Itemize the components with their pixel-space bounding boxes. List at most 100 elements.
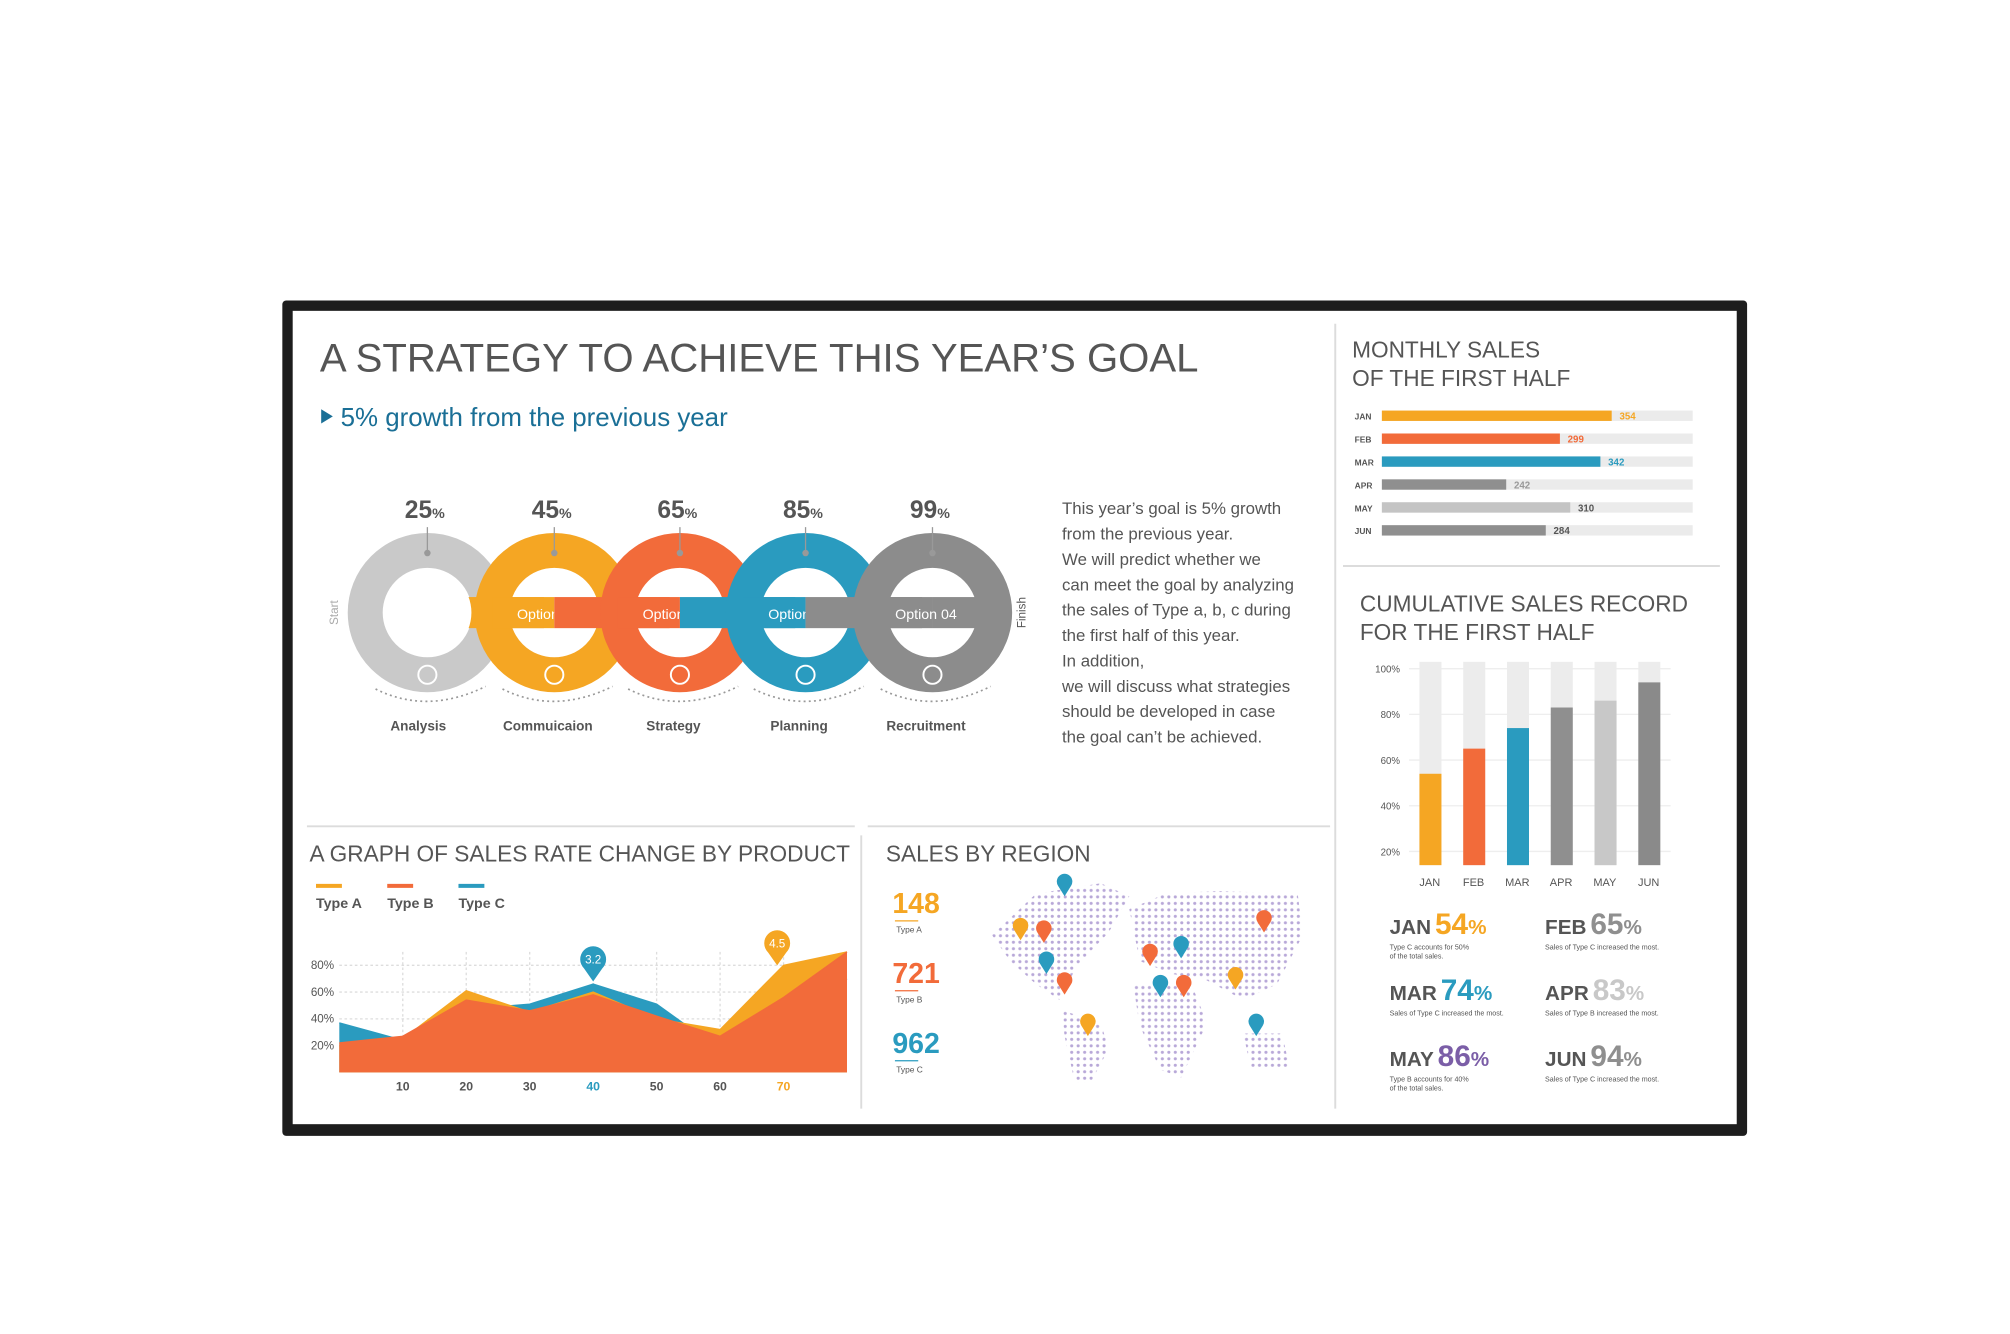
step-icon xyxy=(417,664,438,685)
x-tick-label: 70 xyxy=(777,1079,791,1093)
description-line: can meet the goal by analyzing xyxy=(1062,575,1294,594)
bar xyxy=(1550,707,1573,866)
percent-value: 65 xyxy=(657,497,684,524)
month: APR xyxy=(1545,982,1589,1005)
map-pin xyxy=(1173,935,1189,959)
description-line: from the previous year. xyxy=(1062,525,1233,544)
step-percent: 99% xyxy=(910,497,950,524)
description-line: we will discuss what strategies xyxy=(1061,677,1290,696)
region-value: 721 xyxy=(892,958,940,990)
percent-unit: % xyxy=(559,506,572,522)
percent-unit: % xyxy=(1624,1048,1642,1071)
month: JAN xyxy=(1390,916,1431,939)
description-line: This year’s goal is 5% growth xyxy=(1062,499,1281,518)
screen xyxy=(292,310,1737,1125)
month: MAY xyxy=(1390,1048,1434,1071)
region-value: 148 xyxy=(892,888,940,920)
percent-value: 94 xyxy=(1590,1040,1624,1073)
month: MAR xyxy=(1390,982,1437,1005)
percent-value: 83 xyxy=(1593,974,1626,1007)
value-label: 284 xyxy=(1554,526,1571,537)
month-note: Sales of Type C increased the most. xyxy=(1545,943,1659,951)
description-line: should be developed in case xyxy=(1062,702,1275,721)
dotted-arrow xyxy=(753,685,865,703)
percent-value: 99 xyxy=(910,497,937,524)
y-tick-label: 100% xyxy=(1375,665,1400,676)
stem-dot xyxy=(929,549,936,557)
month-summary: MAY 86% xyxy=(1390,1040,1490,1073)
step-label: Strategy xyxy=(646,718,701,733)
title: A STRATEGY TO ACHIEVE THIS YEAR’S GOAL xyxy=(320,336,1199,381)
y-tick-label: 20% xyxy=(1381,847,1401,858)
percent-value: 74 xyxy=(1441,974,1475,1007)
y-tick-label: 40% xyxy=(311,1013,334,1026)
month-summary: MAR 74% xyxy=(1390,974,1493,1007)
region-value: 962 xyxy=(892,1028,940,1060)
world-map xyxy=(992,883,1303,1083)
y-tick-label: 60% xyxy=(311,986,334,999)
value-label: 299 xyxy=(1568,435,1585,446)
y-tick-label: 80% xyxy=(311,959,334,972)
bar xyxy=(1381,433,1560,444)
bar xyxy=(1381,479,1507,490)
bar xyxy=(1381,525,1546,536)
value-label: 242 xyxy=(1514,480,1531,491)
dividers xyxy=(306,323,1720,1109)
x-tick-label: MAY xyxy=(1593,877,1617,889)
region-title: SALES BY REGION xyxy=(886,840,1091,866)
percent-unit: % xyxy=(1468,916,1486,939)
category-label: FEB xyxy=(1355,435,1372,445)
x-tick-label: 50 xyxy=(650,1079,664,1093)
step-icon xyxy=(669,664,690,685)
percent-unit: % xyxy=(810,506,823,522)
value-label: 354 xyxy=(1619,412,1636,423)
category-label: APR xyxy=(1355,480,1373,490)
percent-value: 45 xyxy=(532,497,559,524)
y-tick-label: 40% xyxy=(1381,802,1401,813)
x-tick-label: FEB xyxy=(1463,877,1484,889)
bar-track xyxy=(1381,479,1693,490)
annotation-pin xyxy=(580,946,607,982)
category-label: JAN xyxy=(1355,412,1372,422)
dotted-arrow xyxy=(880,685,992,703)
bar xyxy=(1594,700,1617,866)
x-tick-label: JAN xyxy=(1419,877,1440,889)
percent-unit: % xyxy=(1623,916,1641,939)
option-label: Option 04 xyxy=(895,607,957,623)
stem-dot xyxy=(551,549,558,557)
y-tick-label: 60% xyxy=(1381,756,1401,767)
category-label: MAY xyxy=(1355,503,1373,513)
month-note: Sales of Type B increased the most. xyxy=(1545,1009,1659,1017)
description-line: In addition, xyxy=(1062,651,1144,670)
chart-title: CUMULATIVE SALES RECORD FOR THE FIRST HAL… xyxy=(1360,590,1688,644)
legend-label: Type A xyxy=(316,896,362,912)
map-pin xyxy=(1012,917,1029,941)
step-icon xyxy=(795,664,816,685)
area-line xyxy=(339,951,848,1047)
step-percent: 45% xyxy=(532,497,572,524)
x-tick-label: 60 xyxy=(713,1079,727,1093)
step-label: Analysis xyxy=(390,718,446,733)
category-label: JUN xyxy=(1355,526,1372,536)
step-label: Planning xyxy=(770,718,827,733)
region-label: Type A xyxy=(896,924,922,934)
map-pin xyxy=(1175,974,1192,998)
month-summary: FEB 65% xyxy=(1545,908,1642,941)
month: FEB xyxy=(1545,916,1586,939)
percent-unit: % xyxy=(432,506,445,522)
bullet xyxy=(321,409,333,424)
finish-label: Finish xyxy=(1016,597,1029,628)
value-label: 310 xyxy=(1578,503,1594,514)
x-tick-label: 30 xyxy=(523,1079,537,1093)
connector-band xyxy=(932,597,1011,629)
month-summary: APR 83% xyxy=(1545,974,1644,1007)
map-pin xyxy=(1056,873,1073,897)
percent-value: 54 xyxy=(1435,908,1469,941)
start-label: Start xyxy=(328,600,341,625)
x-tick-label: MAR xyxy=(1505,877,1530,889)
bar xyxy=(1419,773,1442,866)
legend-label: Type C xyxy=(458,896,504,912)
percent-unit: % xyxy=(685,506,698,522)
dotted-arrow xyxy=(502,685,613,703)
